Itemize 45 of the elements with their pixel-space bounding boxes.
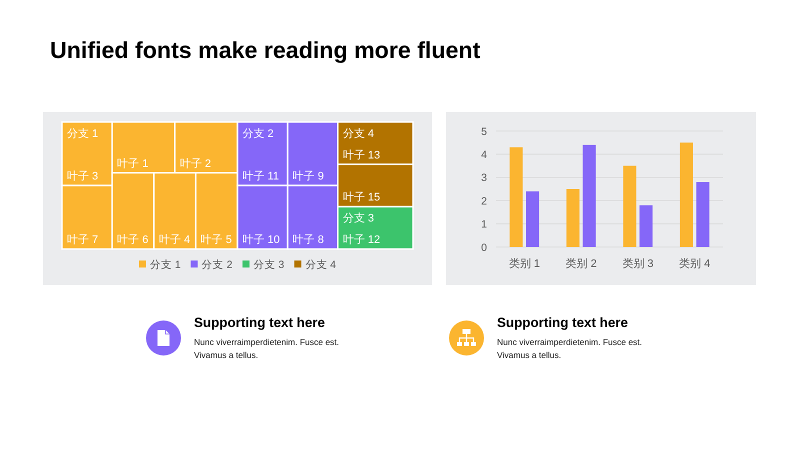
bar [623,166,636,247]
legend-label: 分支 4 [305,258,336,271]
text: Nunc viverraimperdietenim. Fusce est. Vivamus a tellus. [194,337,340,360]
category-label: 叶子 1 [117,156,148,170]
text: Nunc viverraimperdietenim. Fusce est. Vivamus a tellus. [497,337,642,360]
y-tick-label: 1 [481,218,488,231]
text: 分支 3 [342,212,374,225]
bar [582,144,596,247]
y-tick-label: 3 [481,172,488,184]
y-tick-label: 2 [481,195,488,208]
text: 分支 2 [242,128,274,140]
text: 分支 4 [342,128,374,140]
y-tick-label: 5 [481,126,488,138]
category-label: 叶子 4 [158,233,190,246]
legend-label: 分支 2 [202,258,233,271]
category-label: 叶子 11 [242,170,279,182]
x-tick-label: 类别 1 [508,257,540,270]
bar [526,191,540,247]
category-label: 叶子 15 [342,190,380,204]
bar [696,182,710,247]
y-tick-label: 0 [481,242,488,254]
text: 分支 1 [67,128,98,140]
category-label: 叶子 10 [242,233,280,246]
bar [510,147,523,247]
legend-label: 分支 3 [254,258,284,271]
category-label: 叶子 12 [342,233,380,246]
category-label: 叶子 9 [292,170,324,182]
category-label: 叶子 8 [292,233,324,246]
text: Supporting text here [497,315,628,330]
text: Supporting text here [194,315,325,330]
y-tick-label: 4 [481,149,488,161]
bar [680,142,693,247]
x-tick-label: 类别 4 [679,257,710,270]
category-label: 叶子 7 [67,233,98,246]
category-label: 叶子 6 [117,233,148,246]
x-tick-label: 类别 2 [566,257,597,270]
category-label: 叶子 2 [180,156,212,170]
bar [640,205,653,247]
bar [566,189,580,247]
x-tick-label: 类别 3 [622,257,654,270]
category-label: 叶子 3 [67,170,98,182]
category-label: 叶子 13 [342,148,380,162]
text: Unified fonts make reading more fluent [50,37,481,63]
legend-label: 分支 1 [150,258,181,271]
category-label: 叶子 5 [200,233,232,246]
